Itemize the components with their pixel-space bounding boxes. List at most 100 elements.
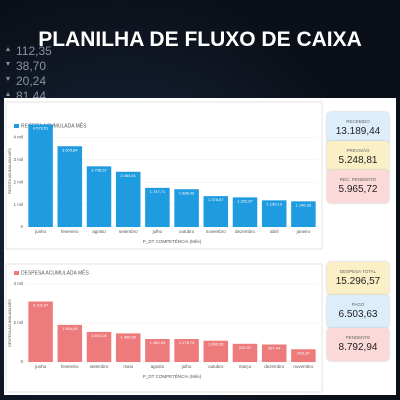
bar — [28, 124, 53, 227]
bar — [115, 333, 141, 362]
x-tick-label: julho — [152, 229, 163, 234]
x-tick-label: abril — [270, 229, 279, 234]
card-value: 13.189,44 — [335, 126, 381, 137]
value-label: 1.904,84 — [62, 326, 78, 331]
x-tick-label: agosto — [92, 229, 106, 234]
value-label: 3.605,84 — [62, 147, 78, 152]
value-label: 2.708,57 — [91, 167, 107, 172]
bar — [86, 331, 112, 362]
x-tick-label: outubro — [179, 229, 195, 234]
y-tick-label: 4 mil — [13, 281, 23, 286]
x-tick-label: dezembro — [264, 364, 285, 369]
ticker: 112,35 — [16, 44, 52, 58]
legend-label: RECEITA ACUMULADA MÊS — [21, 121, 87, 129]
ticker: 20,24 — [16, 74, 47, 88]
bar — [57, 146, 83, 227]
bar — [86, 166, 112, 227]
bar — [291, 349, 316, 362]
value-label: 1.466,85 — [120, 334, 136, 339]
kpi-card: PENDENTE 8.792,94 — [327, 328, 389, 361]
value-label: 1.092,96 — [208, 342, 224, 347]
card-label: PENDENTE — [345, 335, 371, 340]
y-tick-label: 0 — [20, 359, 23, 364]
value-label: 4.579,51 — [33, 125, 49, 130]
y-axis-label: DESPESA ACUMULADA MÊS — [7, 299, 12, 347]
bar — [261, 344, 287, 362]
value-label: 1.747,71 — [150, 189, 166, 194]
bar — [115, 171, 141, 227]
bar — [232, 197, 258, 227]
value-label: 1.322,87 — [237, 198, 253, 203]
x-tick-label: novembro — [206, 229, 227, 234]
bar — [57, 324, 83, 362]
y-tick-label: 0 — [20, 224, 23, 229]
ticker: 38,70 — [16, 59, 47, 73]
card-value: 8.792,94 — [338, 342, 378, 353]
x-tick-label: junho — [34, 364, 47, 369]
y-tick-label: 1 mil — [13, 202, 23, 207]
card-label: PREVISÃO — [346, 148, 370, 153]
bar — [291, 201, 316, 227]
x-tick-label: outubro — [208, 364, 224, 369]
x-tick-label: março — [239, 364, 252, 369]
value-label: 1.146,33 — [296, 202, 312, 207]
y-tick-label: 2 mil — [13, 179, 23, 184]
x-tick-label: setembro — [90, 364, 109, 369]
value-label: 3.102,97 — [33, 303, 49, 308]
value-label: 1.686,06 — [179, 190, 195, 195]
card-label: PAGO — [351, 302, 365, 307]
value-label: 1.178,70 — [179, 340, 195, 345]
bar — [145, 187, 170, 227]
kpi-card: PREVISÃO 5.248,81 — [327, 141, 389, 174]
kpi-card: DESPESA TOTAL 15.296,57 — [327, 262, 389, 295]
chart-frame — [5, 263, 323, 393]
kpi-card: REC. PENDENTE 5.965,72 — [327, 170, 389, 203]
value-label: 653,20 — [297, 350, 310, 355]
x-tick-label: maio — [123, 364, 133, 369]
kpi-card: RECEBIDO 13.189,44 — [327, 112, 389, 145]
value-label: 2.464,91 — [120, 173, 136, 178]
x-tick-label: agosto — [151, 364, 165, 369]
bar — [232, 343, 258, 362]
card-value: 5.965,72 — [338, 184, 378, 195]
bar — [203, 196, 229, 227]
bar — [261, 200, 287, 227]
value-label: 1.543,03 — [91, 333, 107, 338]
legend-swatch — [14, 271, 19, 275]
value-label: 1.180,63 — [150, 340, 166, 345]
bar — [174, 189, 199, 227]
x-tick-label: dezembro — [235, 229, 256, 234]
x-tick-label: fevereiro — [61, 364, 79, 369]
bar — [203, 340, 229, 362]
value-label: 897,44 — [268, 346, 281, 351]
y-tick-label: 2 mil — [13, 320, 23, 325]
card-label: REC. PENDENTE — [339, 177, 377, 182]
value-label: 932,97 — [239, 345, 252, 350]
x-axis-label: P_DT COMPETÊNCIA (Mês) — [143, 372, 202, 379]
bar — [145, 338, 170, 362]
arrow-up — [6, 92, 10, 96]
arrow-up — [6, 47, 10, 51]
page-title: PLANILHA DE FLUXO DE CAIXA — [38, 28, 362, 51]
card-label: RECEBIDO — [346, 119, 370, 124]
y-axis-label: RECEITA ACUMULADA MÊS — [7, 147, 12, 194]
x-tick-label: janeiro — [296, 229, 311, 234]
x-tick-label: novembro — [293, 364, 314, 369]
x-axis-label: P_DT COMPETÊNCIA (Mês) — [143, 237, 202, 244]
y-tick-label: 3 mil — [13, 157, 23, 162]
card-label: DESPESA TOTAL — [339, 269, 377, 274]
y-tick-label: 4 mil — [13, 135, 23, 140]
x-tick-label: junho — [34, 229, 47, 234]
legend-swatch — [14, 124, 19, 128]
bar — [28, 301, 53, 362]
value-label: 1.378,87 — [208, 197, 224, 202]
card-value: 5.248,81 — [338, 155, 378, 166]
bar — [174, 339, 199, 362]
x-tick-label: julho — [181, 364, 192, 369]
card-value: 15.296,57 — [335, 276, 381, 287]
x-tick-label: setembro — [119, 229, 138, 234]
x-tick-label: fevereiro — [61, 229, 79, 234]
kpi-card: PAGO 6.503,63 — [327, 295, 389, 328]
